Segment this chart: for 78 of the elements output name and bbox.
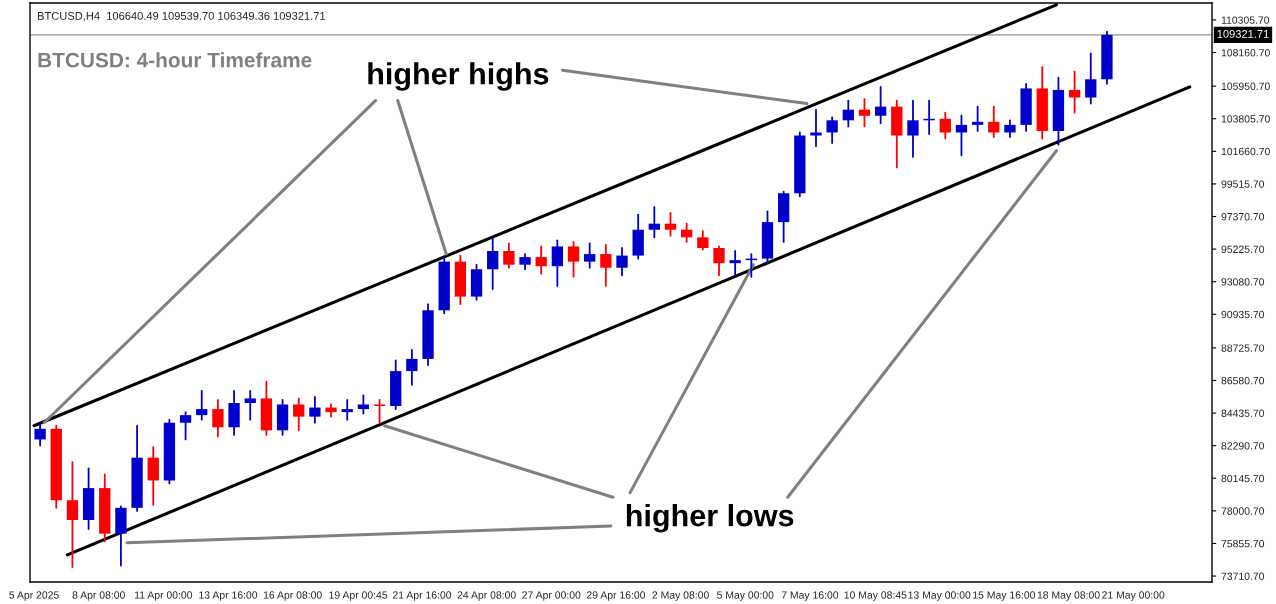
candlestick [196,389,208,421]
candlestick [907,99,919,158]
y-tick-label: 82290.70 [1221,442,1265,450]
candlestick [212,399,224,438]
candlestick [681,222,693,243]
x-tick-label: 5 May 00:00 [717,591,774,601]
candlestick [406,348,418,386]
y-tick-label: 93080.70 [1221,278,1265,286]
candlestick [147,446,159,506]
y-tick-label: 110305.70 [1221,16,1270,24]
y-tick-label: 84435.70 [1221,409,1265,417]
candlestick [584,242,596,269]
candlestick [874,85,887,125]
x-tick-label: 21 May 00:00 [1102,591,1165,601]
y-tick-label: 78000.70 [1221,507,1265,515]
y-tick-label: 95225.70 [1221,245,1265,253]
candlestick [729,250,741,277]
y-tick-label: 103805.70 [1221,115,1270,123]
candlestick [664,212,677,237]
x-tick-label: 13 May 00:00 [908,591,971,601]
x-tick-label: 27 Apr 00:00 [522,591,581,601]
y-tick-label: 99515.70 [1221,180,1265,188]
text: BTCUSD,H4 106640.49 109539.70 106349.36 109321.71 [38,11,326,22]
ref-line-label: 109321.71 [1217,30,1269,38]
candlestick [341,399,353,421]
y-tick-label: 97370.70 [1221,213,1265,221]
candlestick [858,98,871,128]
candlestick [535,245,547,275]
y-tick-label: 86580.70 [1221,376,1265,385]
candlestick [487,237,499,290]
y-tick-label: 88725.70 [1221,344,1265,352]
candlestick [648,206,660,239]
candlestick [713,245,725,277]
x-tick-label: 11 Apr 00:00 [135,591,193,601]
candlestick [66,461,79,569]
x-tick-label: 21 Apr 16:00 [392,591,452,601]
y-tick-label: 108160.70 [1221,49,1270,57]
text: BTCUSD: 4-hour Timeframe [38,52,312,68]
candlestick [697,230,709,251]
candlestick [244,389,256,421]
y-tick-label: 105950.70 [1221,82,1270,90]
y-tick-label: 75855.70 [1221,539,1265,548]
candlestick [842,99,854,128]
x-tick-label: 16 Apr 08:00 [263,591,322,601]
x-tick-label: 10 May 08:45 [844,591,907,601]
y-tick-label: 101660.70 [1221,147,1270,156]
y-tick-label: 73710.70 [1221,572,1265,580]
x-tick-label: 2 May 08:00 [652,591,709,601]
y-tick-label: 90935.70 [1221,310,1265,319]
candlestick [826,116,838,145]
candlestick [616,247,628,277]
y-tick-label: 80145.70 [1221,474,1265,483]
candlestick [179,411,192,441]
candlestick [34,423,46,447]
candlestick [567,240,580,278]
candlestick [309,395,321,424]
candlestick [293,397,305,432]
x-tick-label: 29 Apr 16:00 [586,591,646,601]
candlestick [1068,70,1081,114]
x-tick-label: 7 May 16:00 [781,591,839,601]
x-tick-label: 18 May 08:00 [1037,591,1100,601]
candlestick [971,105,984,132]
candlestick [551,239,564,287]
candlestick [1085,52,1097,105]
x-tick-label: 24 Apr 08:00 [457,591,516,601]
annotation: higher highs [368,62,549,91]
candlestick [600,244,612,287]
x-tick-label: 15 May 16:00 [973,591,1036,601]
x-tick-label: 19 Apr 00:45 [329,591,388,601]
candlestick [955,114,968,157]
candlestick [988,105,1000,138]
x-tick-label: 5 Apr 2025 [9,591,59,601]
annotation: higher lows [626,504,794,533]
candlestick [503,242,515,269]
candlestick [939,111,951,140]
x-tick-label: 13 Apr 16:00 [199,591,258,601]
x-tick-label: 8 Apr 08:00 [72,591,125,601]
candlestick [810,108,822,148]
